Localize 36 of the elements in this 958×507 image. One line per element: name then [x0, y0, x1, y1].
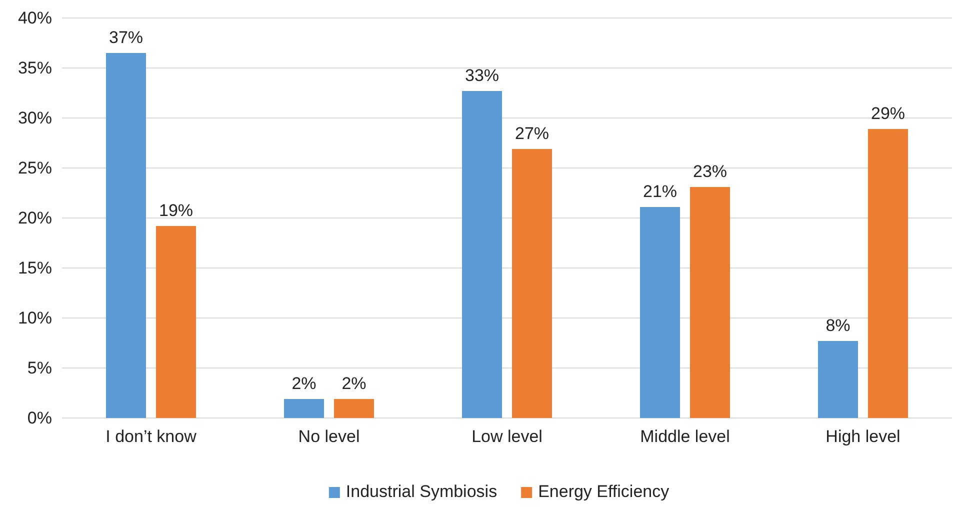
bar — [462, 91, 502, 418]
bar — [106, 53, 146, 418]
data-label: 21% — [642, 182, 678, 201]
y-tick-label: 0% — [27, 408, 52, 428]
x-tick-label: Middle level — [640, 427, 730, 446]
bar — [690, 187, 730, 418]
y-tick-label: 10% — [18, 308, 52, 328]
data-label: 8% — [826, 316, 850, 335]
data-label: 29% — [870, 104, 906, 123]
bar — [818, 341, 858, 418]
bar — [156, 226, 196, 418]
bar — [868, 129, 908, 418]
y-tick-label: 15% — [18, 258, 52, 278]
bar — [334, 399, 374, 418]
legend-label: Energy Efficiency — [538, 482, 670, 501]
y-tick-label: 40% — [18, 8, 52, 28]
x-tick-label: Low level — [472, 427, 542, 446]
data-label: 27% — [514, 124, 550, 143]
data-label: 33% — [464, 66, 500, 85]
data-label: 2% — [292, 374, 316, 393]
y-tick-label: 25% — [18, 158, 52, 178]
bar — [512, 149, 552, 418]
y-tick-label: 5% — [27, 358, 52, 378]
x-tick-label: High level — [826, 427, 900, 446]
data-label: 2% — [342, 374, 366, 393]
y-tick-label: 20% — [18, 208, 52, 228]
data-label: 19% — [158, 201, 194, 220]
bar — [640, 207, 680, 418]
x-tick-label: No level — [298, 427, 360, 446]
bar — [284, 399, 324, 418]
x-tick-label: I don’t know — [106, 427, 198, 446]
legend-label: Industrial Symbiosis — [346, 482, 498, 501]
y-tick-label: 35% — [18, 58, 52, 78]
data-label: 23% — [692, 162, 728, 181]
data-label: 37% — [108, 28, 144, 47]
y-tick-label: 30% — [18, 108, 52, 128]
